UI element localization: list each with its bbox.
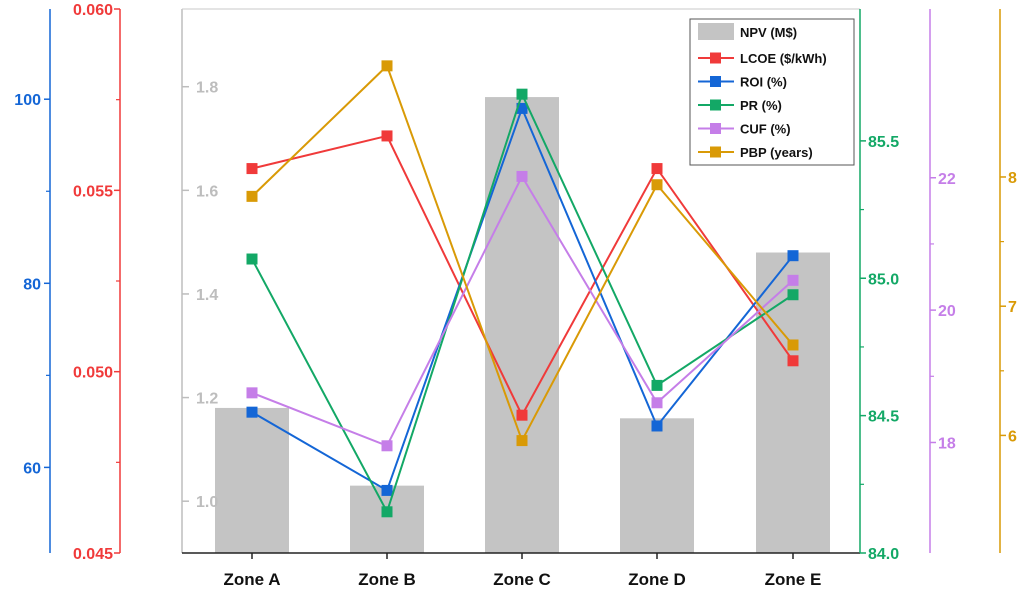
x-tick-label: Zone C	[493, 570, 551, 588]
legend-roi-label: ROI (%)	[740, 75, 787, 90]
legend-pbp-marker	[710, 146, 721, 158]
roi-marker	[651, 420, 663, 432]
pbp-marker	[381, 60, 393, 72]
npv-axis-tick-label: 1.2	[196, 391, 218, 408]
pbp-marker	[516, 435, 528, 447]
cuf-marker	[381, 440, 393, 452]
legend-pbp-label: PBP (years)	[740, 145, 813, 160]
pbp-axis-tick-label: 8	[1008, 170, 1017, 187]
lcoe-marker	[787, 355, 799, 367]
lcoe-axis-tick-label: 0.045	[73, 546, 113, 563]
lcoe-marker	[246, 163, 258, 175]
cuf-axis-tick-label: 18	[938, 435, 956, 452]
roi-axis-tick-label: 100	[14, 92, 41, 109]
roi-marker	[246, 406, 258, 418]
npv-bar	[620, 418, 694, 553]
npv-axis-tick-label: 1.8	[196, 80, 218, 97]
x-tick-label: Zone B	[358, 570, 416, 588]
legend-cuf-label: CUF (%)	[740, 122, 791, 137]
lcoe-marker	[381, 130, 393, 142]
pr-axis-tick-label: 84.5	[868, 409, 899, 426]
lcoe-axis-tick-label: 0.060	[73, 2, 113, 19]
cuf-marker	[787, 274, 799, 286]
category-labels: Zone A Zone B Zone C Zone D Zone E	[224, 553, 822, 589]
pbp-marker	[246, 190, 258, 202]
pr-axis-tick-label: 84.0	[868, 546, 899, 563]
x-tick-label: Zone A	[224, 570, 281, 588]
legend-lines: LCOE ($/kWh) ROI (%) PR (%) CUF (%) PBP (yea…	[698, 51, 827, 160]
legend-cuf-marker	[710, 123, 721, 134]
roi-marker	[381, 484, 393, 496]
pr-marker	[381, 506, 393, 518]
x-tick-label: Zone D	[628, 570, 686, 588]
axes-layer: 1.0 1.2 1.4 1.6 1.8 0.045 0.050 0.055 0.060 60 80 1…	[14, 2, 1017, 563]
cuf-marker	[246, 387, 258, 399]
roi-marker	[516, 102, 528, 114]
pr-axis-tick-label: 85.5	[868, 134, 899, 151]
cuf-marker	[651, 397, 663, 409]
legend: NPV (M$) LCOE ($/kWh) ROI (%) PR (%) CUF (%…	[689, 18, 855, 166]
npv-bar	[215, 407, 289, 553]
pr-axis-tick-label: 85.0	[868, 271, 899, 288]
legend-lcoe-label: LCOE ($/kWh)	[740, 51, 827, 66]
lcoe-marker	[651, 163, 663, 175]
npv-axis-tick-label: 1.4	[196, 287, 218, 304]
pr-marker	[516, 88, 528, 100]
npv-bar	[350, 485, 424, 553]
npv-bar	[485, 97, 559, 554]
legend-lcoe-marker	[710, 52, 721, 64]
legend-pr-label: PR (%)	[740, 98, 782, 113]
legend-box	[689, 18, 855, 166]
pbp-marker	[787, 339, 799, 351]
cuf-marker	[516, 170, 528, 182]
pbp-marker	[651, 179, 663, 191]
pr-marker	[246, 253, 258, 265]
lines-layer	[246, 60, 799, 518]
pbp-axis-tick-label: 6	[1008, 428, 1017, 445]
pr-marker	[787, 289, 799, 301]
legend-pr-marker	[710, 99, 721, 111]
legend-npv-swatch	[698, 23, 734, 40]
pbp-axis-tick-label: 7	[1008, 299, 1017, 316]
roi-marker	[787, 250, 799, 262]
npv-axis-tick-label: 1.6	[196, 183, 218, 200]
x-tick-label: Zone E	[765, 570, 822, 588]
lcoe-marker	[516, 409, 528, 421]
roi-axis-tick-label: 60	[23, 460, 41, 477]
legend-npv-label: NPV (M$)	[740, 25, 797, 40]
cuf-axis-tick-label: 22	[938, 171, 956, 188]
roi-axis-tick-label: 80	[23, 276, 41, 293]
lcoe-axis-tick-label: 0.050	[73, 365, 113, 382]
pr-marker	[651, 379, 663, 391]
legend-roi-marker	[710, 76, 721, 87]
npv-axis-tick-label: 1.0	[196, 494, 218, 511]
lcoe-axis-tick-label: 0.055	[73, 183, 113, 200]
cuf-axis-tick-label: 20	[938, 303, 956, 320]
